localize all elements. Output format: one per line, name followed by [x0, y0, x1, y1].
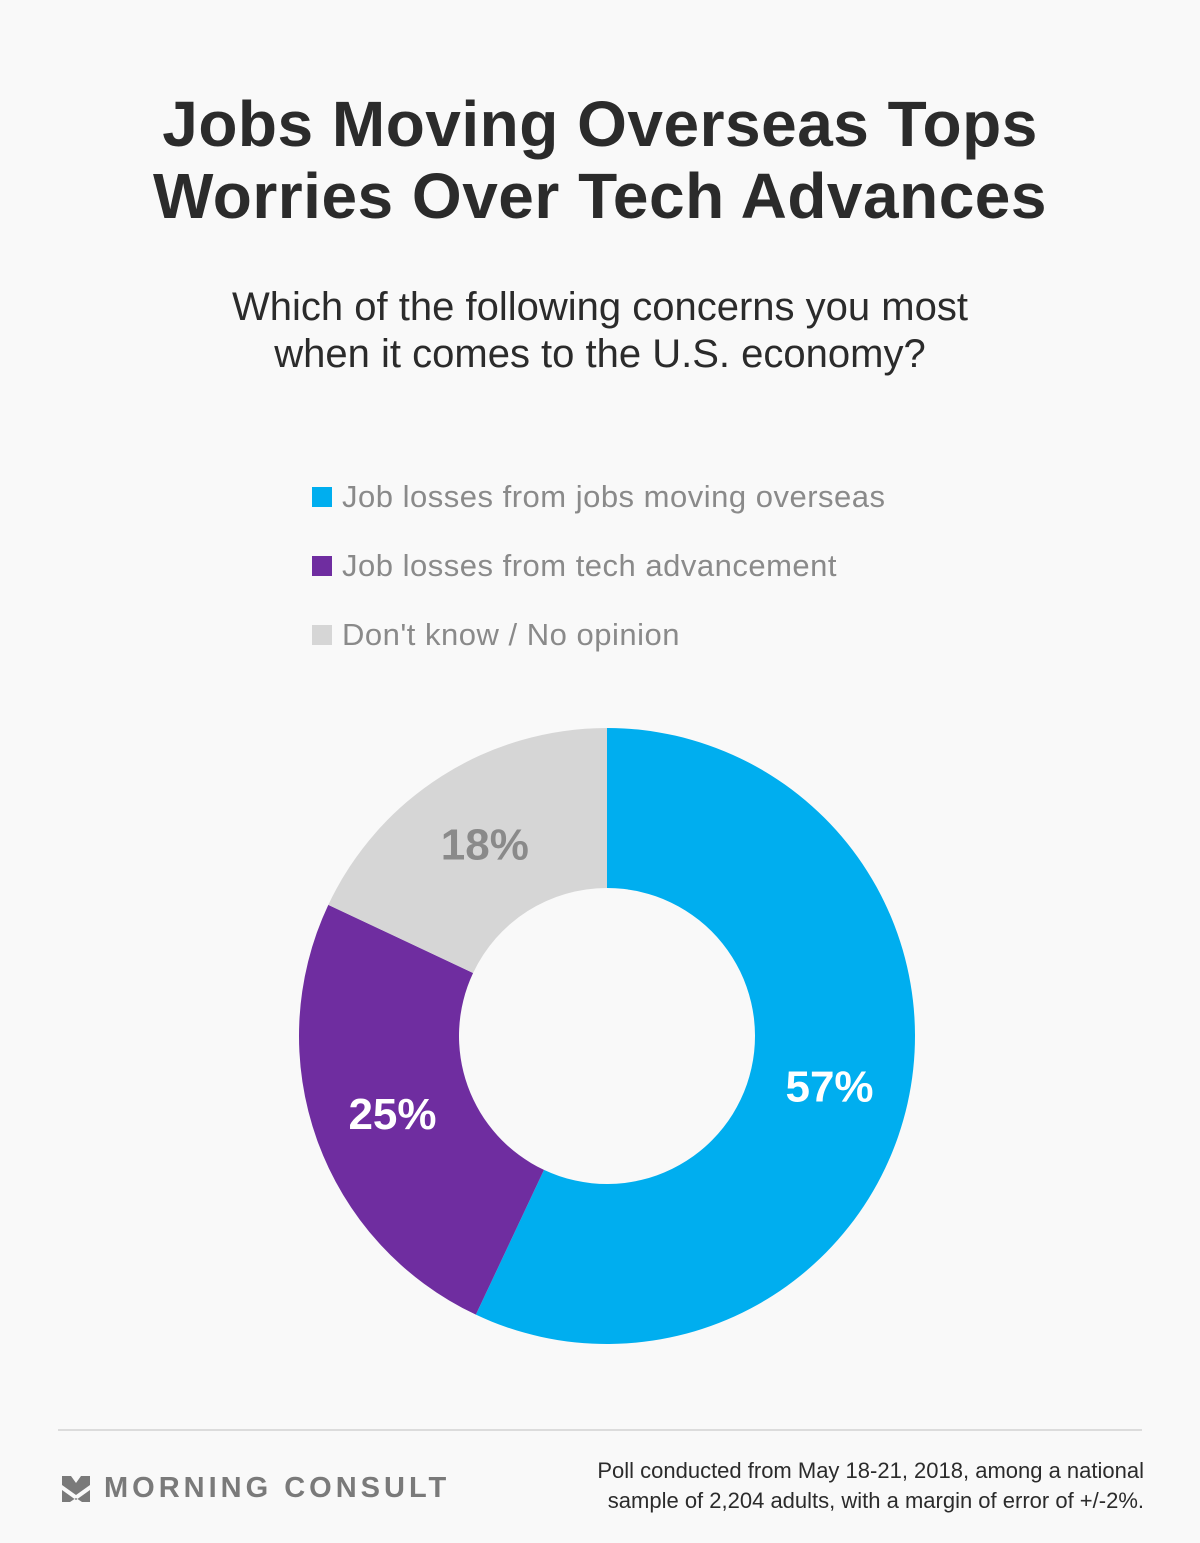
data-label: 25%: [348, 1090, 436, 1139]
donut-slice: [328, 728, 607, 973]
data-label: 57%: [785, 1063, 873, 1112]
legend-label: Don't know / No opinion: [342, 616, 680, 652]
subtitle-line: Which of the following concerns you most: [232, 285, 968, 329]
legend: Job losses from jobs moving overseas Job…: [312, 462, 886, 669]
brand-logo: MORNING CONSULT: [62, 1472, 450, 1505]
legend-item: Job losses from jobs moving overseas: [312, 462, 886, 531]
legend-label: Job losses from jobs moving overseas: [342, 478, 886, 514]
title-line: Jobs Moving Overseas Tops: [162, 88, 1038, 160]
legend-swatch: [312, 555, 332, 576]
morning-consult-chevron-icon: [62, 1475, 90, 1502]
subtitle-line: when it comes to the U.S. economy?: [274, 332, 926, 376]
legend-item: Don't know / No opinion: [312, 600, 886, 669]
chart-title: Jobs Moving Overseas Tops Worries Over T…: [0, 88, 1200, 232]
note-line: sample of 2,204 adults, with a margin of…: [607, 1488, 1144, 1513]
chart-subtitle: Which of the following concerns you most…: [0, 284, 1200, 378]
donut-slice: [475, 728, 915, 1344]
donut-slice: [298, 904, 544, 1315]
note-line: Poll conducted from May 18-21, 2018, amo…: [597, 1458, 1144, 1483]
legend-item: Job losses from tech advancement: [312, 531, 886, 600]
methodology-note: Poll conducted from May 18-21, 2018, amo…: [597, 1456, 1144, 1516]
title-line: Worries Over Tech Advances: [153, 160, 1047, 232]
brand-name: MORNING CONSULT: [104, 1472, 451, 1504]
legend-label: Job losses from tech advancement: [342, 547, 838, 583]
divider: [58, 1429, 1142, 1431]
legend-swatch: [312, 486, 332, 507]
data-label: 18%: [441, 820, 529, 869]
legend-swatch: [312, 624, 332, 645]
